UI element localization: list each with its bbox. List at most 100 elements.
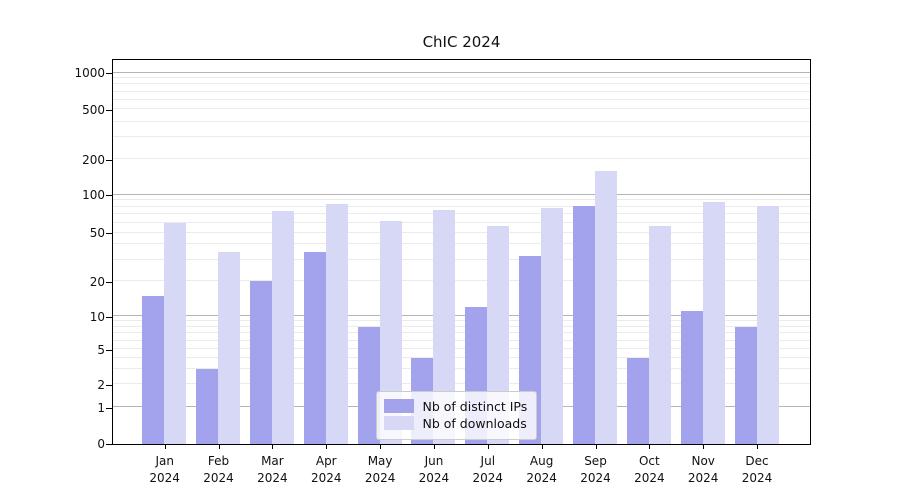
x-tick-year: 2024 — [257, 470, 288, 485]
x-tick-label: Dec 2024 — [727, 453, 787, 486]
bar-distinct-ips — [249, 281, 272, 444]
bar-downloads — [756, 205, 779, 444]
x-tick-label: Aug 2024 — [512, 453, 572, 486]
gridline-minor — [112, 77, 810, 79]
bar-downloads — [218, 251, 241, 444]
gridline-minor — [112, 199, 810, 201]
y-tick-mark — [106, 316, 112, 318]
y-tick-mark — [106, 195, 112, 197]
y-tick-mark — [106, 73, 112, 75]
bar-downloads — [433, 209, 456, 444]
x-tick-year: 2024 — [687, 470, 719, 485]
bar-downloads — [325, 203, 348, 444]
x-tick-mark — [433, 444, 435, 449]
gridline-minor — [112, 158, 810, 160]
x-tick-month: Sep — [584, 454, 607, 468]
bar-distinct-ips — [303, 251, 326, 444]
x-tick-mark — [757, 444, 759, 449]
bar-downloads — [271, 211, 294, 444]
y-tick-mark — [106, 281, 112, 283]
y-tick-mark — [106, 407, 112, 409]
gridline-minor — [112, 205, 810, 207]
x-tick-year: 2024 — [634, 470, 665, 485]
y-tick-mark — [106, 109, 112, 111]
x-tick-month: Apr — [315, 454, 337, 468]
bar-downloads — [595, 170, 617, 444]
x-tick-month: Nov — [691, 454, 715, 468]
x-tick-year: 2024 — [418, 470, 450, 485]
x-tick-year: 2024 — [203, 470, 234, 485]
gridline-minor — [112, 339, 810, 341]
x-tick-year: 2024 — [149, 470, 180, 485]
legend-entry: Nb of distinct IPs — [383, 398, 528, 414]
bar-downloads — [487, 226, 510, 444]
x-tick-label: Nov 2024 — [673, 453, 733, 486]
x-tick-month: Jan — [155, 454, 174, 468]
x-tick-mark — [380, 444, 382, 449]
bar-distinct-ips — [626, 357, 649, 444]
gridline-minor — [112, 136, 810, 138]
bar-distinct-ips — [573, 205, 595, 444]
bar-downloads — [379, 220, 402, 444]
y-tick-mark — [106, 444, 112, 445]
x-tick-month: Jun — [424, 454, 444, 468]
x-tick-year: 2024 — [741, 470, 773, 485]
gridline-minor — [112, 280, 810, 282]
x-tick-year: 2024 — [472, 470, 504, 485]
legend: Nb of distinct IPs Nb of downloads — [375, 390, 538, 440]
gridline-minor — [112, 367, 810, 369]
bar-distinct-ips — [196, 368, 219, 444]
x-tick-month: Dec — [745, 454, 769, 468]
x-tick-month: Mar — [261, 454, 284, 468]
bar-downloads — [541, 207, 564, 444]
x-tick-mark — [595, 444, 597, 449]
gridline-minor — [112, 231, 810, 233]
gridline-minor — [112, 120, 810, 122]
y-tick-label: 0 — [97, 437, 105, 451]
x-tick-mark — [164, 444, 166, 449]
gridline-minor — [112, 356, 810, 358]
y-tick-label: 500 — [82, 102, 105, 117]
x-tick-label: Oct 2024 — [619, 453, 679, 486]
x-tick-label: Sep 2024 — [566, 453, 626, 486]
gridline-minor — [112, 98, 810, 100]
x-tick-label: May 2024 — [350, 453, 410, 486]
y-tick-label: 2 — [97, 377, 105, 392]
bar-distinct-ips — [357, 326, 380, 444]
gridline-minor — [112, 213, 810, 215]
gridline-minor — [112, 221, 810, 223]
gridline-major — [112, 315, 810, 317]
y-tick-label: 50 — [89, 226, 105, 241]
x-tick-mark — [487, 444, 489, 449]
x-tick-month: Oct — [638, 454, 660, 468]
x-tick-month: May — [367, 454, 393, 468]
y-tick-label: 1 — [97, 400, 105, 415]
gridline-minor — [112, 258, 810, 260]
gridline-major — [112, 71, 810, 73]
x-tick-mark — [703, 444, 705, 449]
x-tick-label: Apr 2024 — [296, 453, 356, 486]
y-tick-label: 200 — [82, 152, 105, 167]
gridline-minor — [112, 383, 810, 385]
bar-downloads — [164, 222, 187, 444]
x-tick-year: 2024 — [526, 470, 557, 485]
plot-area: Nb of distinct IPs Nb of downloads — [111, 58, 811, 445]
bar-downloads — [648, 225, 671, 444]
x-tick-mark — [218, 444, 220, 449]
x-tick-month: Aug — [529, 454, 554, 468]
legend-label: Nb of distinct IPs — [422, 398, 528, 414]
x-tick-year: 2024 — [580, 470, 611, 485]
x-tick-label: Jan 2024 — [135, 453, 195, 486]
bar-distinct-ips — [142, 295, 165, 444]
x-tick-mark — [326, 444, 328, 449]
y-tick-mark — [106, 159, 112, 161]
legend-swatch — [383, 416, 414, 430]
x-tick-year: 2024 — [310, 470, 342, 485]
gridline-minor — [112, 348, 810, 350]
y-tick-label: 5 — [97, 342, 105, 357]
y-tick-label: 100 — [82, 188, 105, 203]
x-tick-label: Jun 2024 — [404, 453, 464, 486]
y-tick-mark — [106, 233, 112, 235]
chart-title: ChIC 2024 — [422, 33, 501, 51]
x-tick-mark — [649, 444, 651, 449]
